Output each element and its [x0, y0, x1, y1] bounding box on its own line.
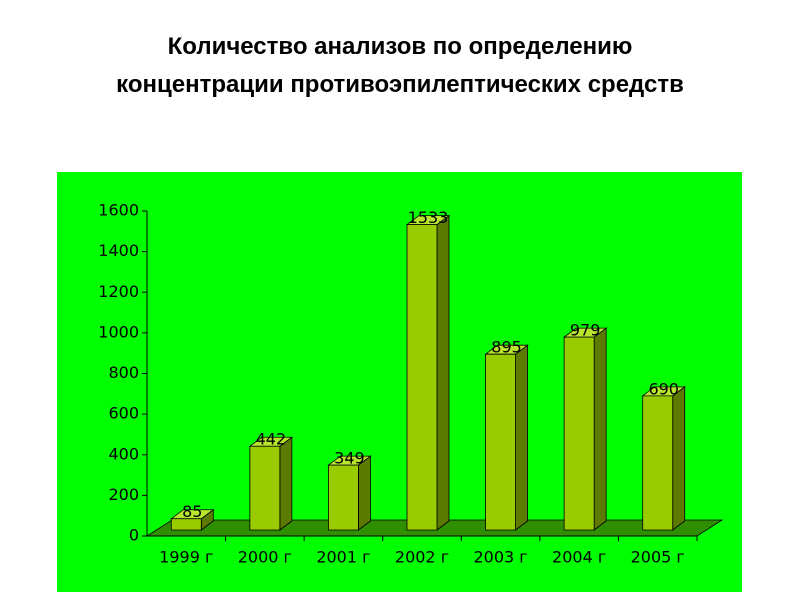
bar — [405, 214, 451, 531]
value-label: 979 — [570, 321, 601, 340]
bar-side — [515, 344, 528, 531]
x-tick-label: 2001 г — [316, 548, 370, 567]
bar-front — [563, 336, 595, 531]
bar-front — [249, 445, 281, 531]
bar — [170, 508, 215, 531]
chart-title: Количество анализов по определению конце… — [116, 33, 684, 98]
value-label: 442 — [256, 430, 287, 449]
y-tick-label: 600 — [108, 404, 139, 423]
bar-front — [642, 395, 674, 531]
x-tick-label: 1999 г — [159, 548, 213, 567]
bar-side — [672, 386, 686, 531]
y-tick-label: 200 — [108, 485, 139, 504]
y-tick-label: 1000 — [98, 322, 139, 341]
bar — [641, 386, 686, 531]
value-label: 349 — [334, 449, 365, 468]
value-label: 895 — [491, 338, 522, 357]
value-label: 85 — [182, 502, 202, 521]
bar-front — [485, 353, 516, 531]
bar-front — [328, 464, 359, 531]
y-tick-label: 0 — [129, 526, 139, 545]
x-tick-label: 2002 г — [395, 548, 449, 567]
y-tick-label: 1600 — [98, 201, 139, 220]
value-label: 690 — [648, 379, 679, 398]
y-tick-label: 1400 — [98, 241, 139, 260]
bar — [484, 344, 529, 531]
bar-front — [170, 518, 202, 531]
value-label: 1533 — [408, 208, 449, 227]
x-tick-label: 2005 г — [631, 548, 685, 567]
x-tick-label: 2000 г — [238, 548, 292, 567]
y-tick-label: 1200 — [98, 282, 139, 301]
x-tick-label: 2003 г — [473, 548, 527, 567]
bar-side — [279, 436, 293, 531]
y-tick-label: 400 — [108, 444, 139, 463]
bar-side — [593, 327, 607, 531]
bar — [562, 327, 608, 531]
bar — [248, 436, 294, 531]
bar — [327, 455, 372, 531]
bar-front — [406, 224, 438, 531]
bar-side — [436, 214, 450, 531]
x-tick-label: 2004 г — [552, 548, 606, 567]
y-tick-label: 800 — [108, 363, 139, 382]
